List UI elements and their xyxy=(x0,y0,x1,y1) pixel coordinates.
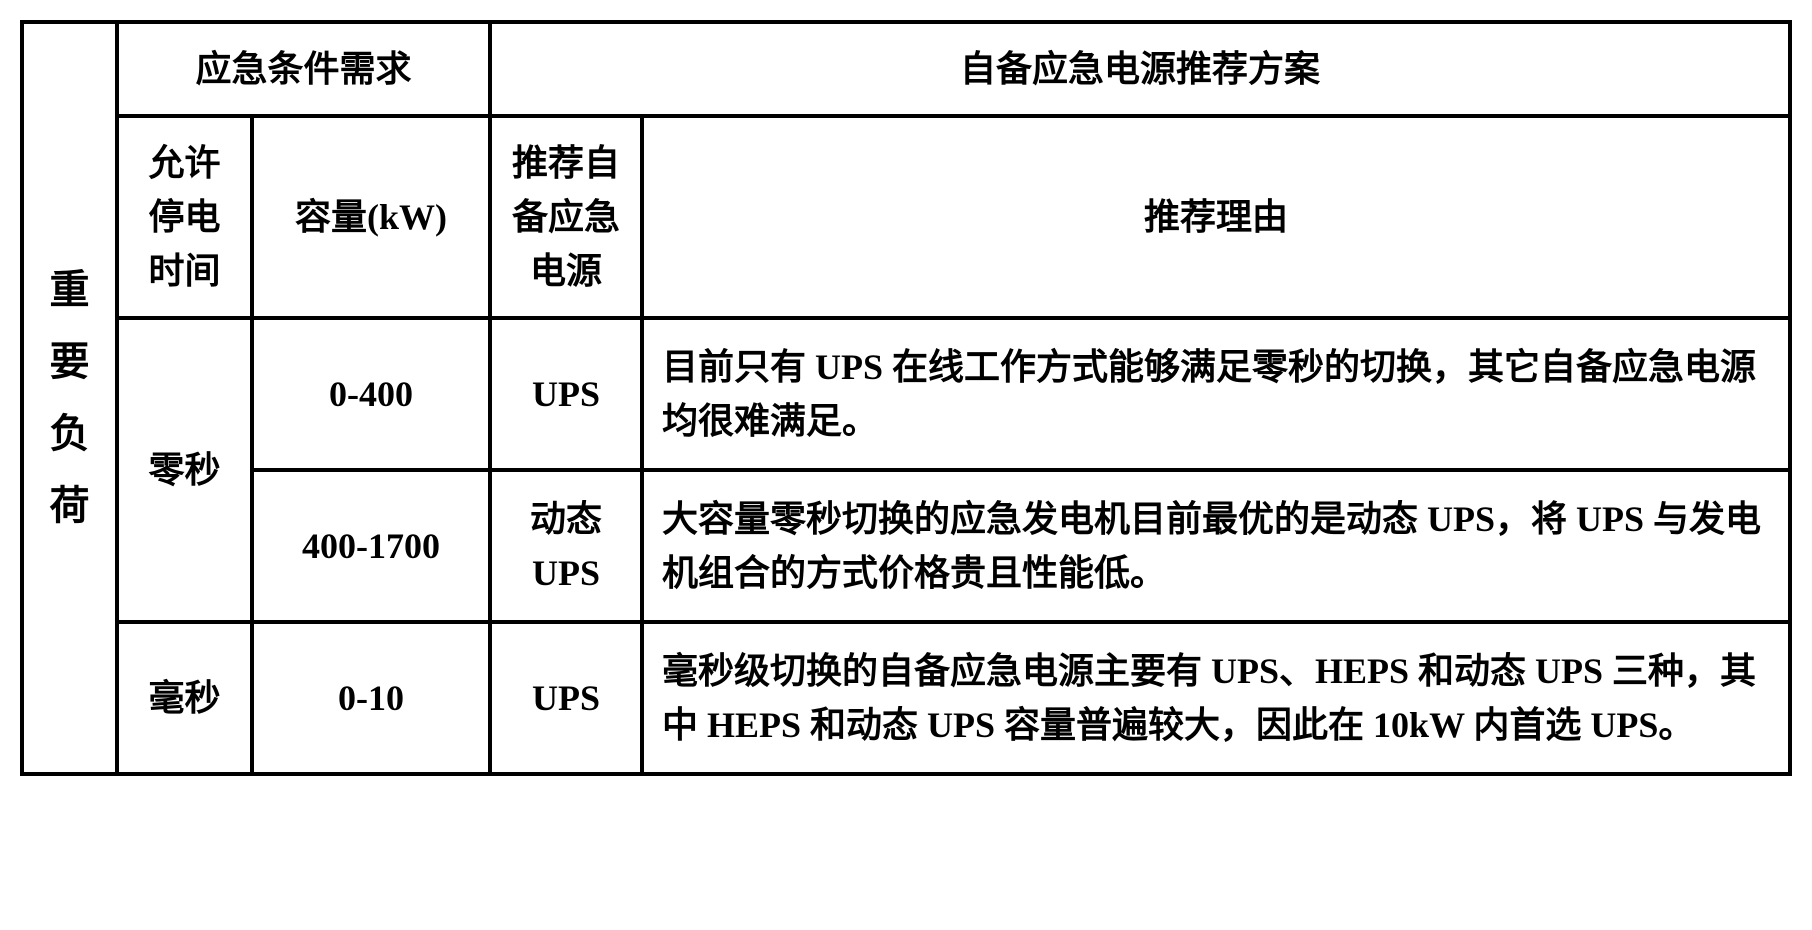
cell-time-zero: 零秒 xyxy=(117,318,252,622)
header-col-time: 允许 停电 时间 xyxy=(117,116,252,318)
cell-recommend: UPS xyxy=(490,318,642,470)
header-col-reason: 推荐理由 xyxy=(642,116,1790,318)
emergency-power-table: 重 要 负 荷 应急条件需求 自备应急电源推荐方案 允许 停电 时间 容量(kW… xyxy=(20,20,1792,776)
cell-capacity: 0-10 xyxy=(252,622,490,774)
table: 重 要 负 荷 应急条件需求 自备应急电源推荐方案 允许 停电 时间 容量(kW… xyxy=(20,20,1792,776)
row-category-label: 重 要 负 荷 xyxy=(22,22,117,774)
header-group-left: 应急条件需求 xyxy=(117,22,490,116)
cell-time-ms: 毫秒 xyxy=(117,622,252,774)
table-row: 零秒 0-400 UPS 目前只有 UPS 在线工作方式能够满足零秒的切换，其它… xyxy=(22,318,1790,470)
table-row: 毫秒 0-10 UPS 毫秒级切换的自备应急电源主要有 UPS、HEPS 和动态… xyxy=(22,622,1790,774)
cell-reason: 毫秒级切换的自备应急电源主要有 UPS、HEPS 和动态 UPS 三种，其中 H… xyxy=(642,622,1790,774)
table-row: 400-1700 动态 UPS 大容量零秒切换的应急发电机目前最优的是动态 UP… xyxy=(22,470,1790,622)
table-header-row-2: 允许 停电 时间 容量(kW) 推荐自 备应急 电源 推荐理由 xyxy=(22,116,1790,318)
cell-reason: 目前只有 UPS 在线工作方式能够满足零秒的切换，其它自备应急电源均很难满足。 xyxy=(642,318,1790,470)
header-group-right: 自备应急电源推荐方案 xyxy=(490,22,1790,116)
cell-capacity: 0-400 xyxy=(252,318,490,470)
table-header-row-1: 重 要 负 荷 应急条件需求 自备应急电源推荐方案 xyxy=(22,22,1790,116)
header-col-capacity: 容量(kW) xyxy=(252,116,490,318)
cell-recommend: 动态 UPS xyxy=(490,470,642,622)
cell-capacity: 400-1700 xyxy=(252,470,490,622)
cell-reason: 大容量零秒切换的应急发电机目前最优的是动态 UPS，将 UPS 与发电机组合的方… xyxy=(642,470,1790,622)
header-col-recommend: 推荐自 备应急 电源 xyxy=(490,116,642,318)
cell-recommend: UPS xyxy=(490,622,642,774)
